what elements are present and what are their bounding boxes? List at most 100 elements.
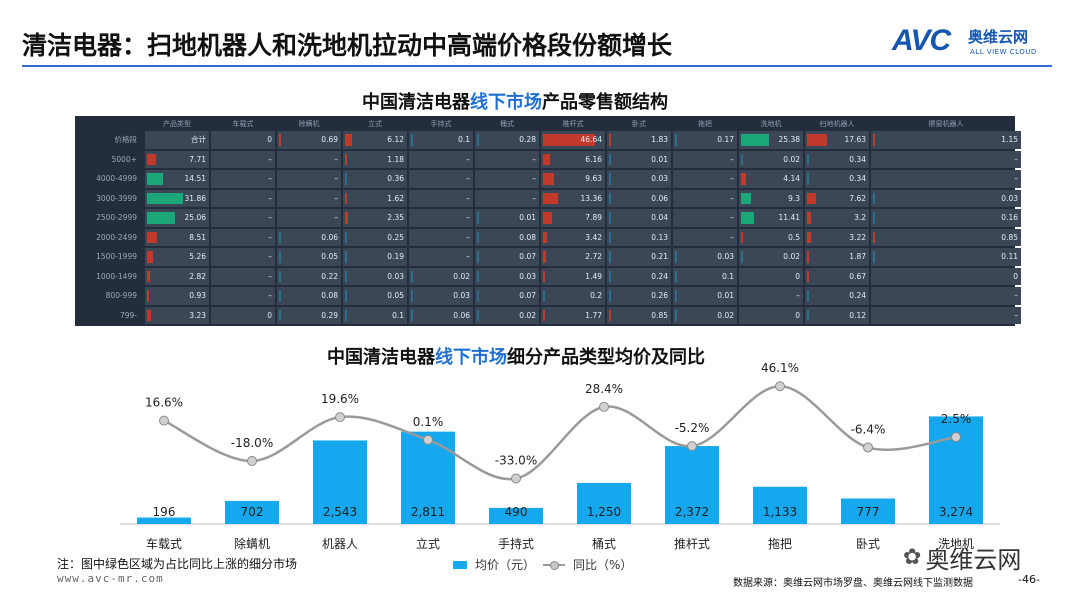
chart-title-highlight: 线下市场 bbox=[435, 347, 507, 368]
cell-share-bar bbox=[873, 231, 875, 243]
cell-value: 0.17 bbox=[717, 135, 734, 145]
table-cell: – bbox=[475, 170, 539, 188]
table-cell: 0.34 bbox=[805, 170, 869, 188]
cell-share-bar bbox=[411, 309, 413, 321]
cell-value: 0.02 bbox=[783, 154, 800, 164]
table-row: 1000-1499 2.82 – 0.22 0.03 0.02 0.03 1.49 0.24 0.… bbox=[77, 267, 1021, 285]
table-cell: 46.64 bbox=[541, 131, 605, 149]
cell-share-bar bbox=[477, 231, 479, 243]
table-cell: – bbox=[277, 170, 341, 188]
cell-share-bar bbox=[411, 134, 413, 146]
cell-share-bar bbox=[345, 192, 347, 204]
bar-value-label: 1,133 bbox=[763, 505, 797, 519]
cell-value: 0.1 bbox=[392, 310, 404, 320]
cell-share-bar bbox=[543, 270, 545, 282]
cell-value: – bbox=[334, 193, 338, 203]
cell-value: 0.03 bbox=[387, 271, 404, 281]
cell-share-bar bbox=[147, 231, 157, 243]
wechat-watermark: ✿ 奥维云网 bbox=[903, 540, 1021, 575]
table-cell: – bbox=[277, 209, 341, 227]
table-cell: 0.13 bbox=[607, 228, 671, 246]
table-cell: 0.28 bbox=[475, 131, 539, 149]
cell-value: 2.72 bbox=[585, 252, 602, 262]
cell-value: – bbox=[466, 193, 470, 203]
table-cell: – bbox=[211, 189, 275, 207]
category-tick-label: 卧式 bbox=[856, 537, 880, 551]
yoy-point-0 bbox=[159, 415, 169, 426]
avc-logo-mark: AVC bbox=[892, 24, 951, 57]
cell-share-bar bbox=[675, 251, 677, 263]
cell-value: 9.63 bbox=[585, 174, 602, 184]
cell-value: – bbox=[466, 232, 470, 242]
table-row: 799- 3.23 0 0.29 0.1 0.06 0.02 1.77 0.85 0.02 0 0.1… bbox=[77, 306, 1021, 324]
table-cell: 2.82 bbox=[145, 267, 209, 285]
cell-value: 0 bbox=[267, 310, 272, 320]
cell-value: 1.87 bbox=[849, 252, 866, 262]
cell-value: – bbox=[1014, 310, 1018, 320]
table-cell: 1.87 bbox=[805, 248, 869, 266]
table-title-part2: 产品零售额结构 bbox=[542, 92, 668, 113]
cell-value: 0.67 bbox=[849, 271, 866, 281]
bar-value-label: 777 bbox=[857, 505, 880, 519]
row-label: 2500-2999 bbox=[96, 213, 137, 223]
cell-share-bar bbox=[345, 251, 347, 263]
bar-8 bbox=[841, 498, 895, 524]
cell-share-bar bbox=[741, 134, 770, 146]
table-cell: 0.34 bbox=[805, 150, 869, 168]
page-number: -46- bbox=[1018, 573, 1040, 586]
yoy-point-5 bbox=[599, 401, 609, 412]
cell-share-bar bbox=[807, 231, 811, 243]
cell-share-bar bbox=[543, 173, 554, 185]
yoy-value-label: -5.2% bbox=[675, 421, 710, 435]
cell-value: – bbox=[1014, 174, 1018, 184]
cell-value: 46.64 bbox=[580, 135, 602, 145]
yoy-point-7 bbox=[775, 381, 785, 392]
cell-value: 6.16 bbox=[585, 154, 602, 164]
table-cell: 0.01 bbox=[607, 150, 671, 168]
cell-value: 14.51 bbox=[184, 174, 206, 184]
cell-share-bar bbox=[675, 134, 677, 146]
table-title-part1: 中国清洁电器 bbox=[362, 92, 470, 113]
cell-share-bar bbox=[477, 134, 479, 146]
cell-value: 0.13 bbox=[651, 232, 668, 242]
cell-share-bar bbox=[543, 309, 545, 321]
cell-share-bar bbox=[411, 290, 413, 302]
data-source: 数据来源：奥维云网市场罗盘、奥维云网线下监测数据 bbox=[733, 578, 973, 589]
table-cell: 1.62 bbox=[343, 189, 407, 207]
cell-share-bar bbox=[807, 153, 809, 165]
cell-value: 0.29 bbox=[321, 310, 338, 320]
table-column-header: 洗地机 bbox=[760, 119, 782, 128]
table-cell: – bbox=[871, 170, 1021, 188]
table-cell: 3.23 bbox=[145, 306, 209, 324]
cell-share-bar bbox=[873, 192, 875, 204]
brand-logo: AVC 奥维云网 ALL VIEW CLOUD bbox=[886, 22, 1056, 62]
yoy-point-9 bbox=[951, 432, 961, 443]
table-cell: 0.02 bbox=[673, 306, 737, 324]
table-cell: 0.19 bbox=[343, 248, 407, 266]
table-cell: 5.26 bbox=[145, 248, 209, 266]
bar-2 bbox=[313, 440, 367, 524]
yoy-point-8 bbox=[863, 442, 873, 453]
cell-value: 0.85 bbox=[651, 310, 668, 320]
cell-share-bar bbox=[741, 173, 746, 185]
table-cell: 1.49 bbox=[541, 267, 605, 285]
bar-value-label: 3,274 bbox=[939, 505, 973, 519]
bar-value-label: 490 bbox=[505, 505, 528, 519]
cell-value: – bbox=[466, 213, 470, 223]
cell-value: – bbox=[268, 213, 272, 223]
cell-share-bar bbox=[543, 212, 552, 224]
table-column-header: 桶式 bbox=[500, 119, 514, 128]
cell-share-bar bbox=[807, 134, 827, 146]
cell-value: – bbox=[532, 174, 536, 184]
category-tick-label: 立式 bbox=[416, 536, 440, 551]
cell-share-bar bbox=[741, 212, 754, 224]
cell-share-bar bbox=[807, 309, 809, 321]
cell-value: – bbox=[466, 174, 470, 184]
cell-value: 1.15 bbox=[1001, 135, 1018, 145]
cell-value: 11.41 bbox=[778, 213, 800, 223]
yoy-value-label: 28.4% bbox=[585, 382, 623, 396]
cell-value: 1.62 bbox=[387, 193, 404, 203]
table-cell: 25.06 bbox=[145, 209, 209, 227]
cell-share-bar bbox=[345, 309, 347, 321]
cell-share-bar bbox=[609, 270, 611, 282]
